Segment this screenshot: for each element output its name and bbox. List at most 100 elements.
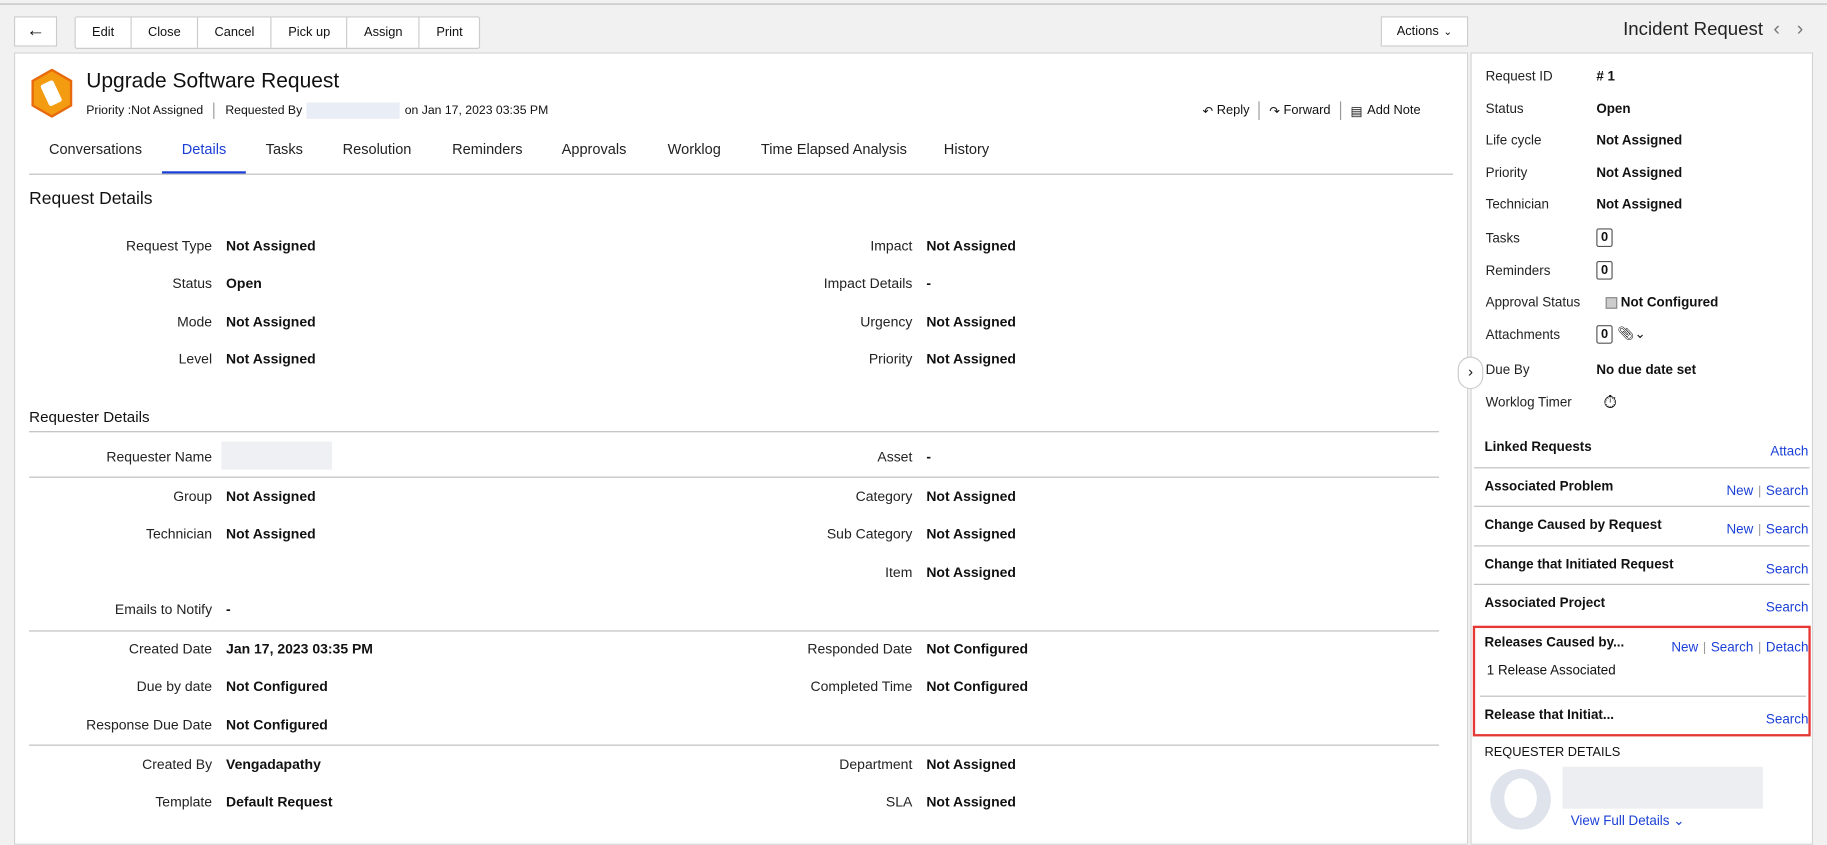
template-label: Template (155, 793, 213, 810)
tabs-divider (29, 173, 1454, 175)
technician-value: Not Assigned (226, 525, 316, 542)
sla-value: Not Assigned (926, 793, 1016, 810)
release-count[interactable]: 1 Release Associated (1486, 664, 1616, 679)
associated-project-label: Associated Project (1484, 596, 1606, 611)
action-button-group: Edit Close Cancel Pick up Assign Print (74, 16, 481, 49)
urgency-value: Not Assigned (926, 313, 1016, 330)
responded-date-label: Responded Date (807, 640, 913, 658)
approval-status-value: Not Configured (1620, 295, 1719, 310)
approval-status-label: Approval Status (1485, 295, 1581, 310)
status-label: Status (172, 274, 213, 292)
view-full-details-link[interactable]: View Full Details ⌄ (1570, 814, 1685, 829)
avatar (1490, 769, 1551, 830)
back-button[interactable]: ← (13, 16, 58, 47)
request-type-value: Not Assigned (226, 237, 316, 255)
side-status-label: Status (1485, 102, 1524, 117)
due-by-label: Due By (1485, 363, 1530, 378)
side-panel (1470, 52, 1814, 845)
prev-icon[interactable]: ‹ (1773, 17, 1781, 40)
mode-value: Not Assigned (226, 313, 316, 330)
project-search-link[interactable]: Search (1765, 601, 1809, 616)
item-label: Item (885, 563, 913, 581)
sla-label: SLA (885, 793, 913, 810)
assign-button[interactable]: Assign (348, 17, 420, 48)
technician-label: Technician (145, 525, 213, 542)
forward-link[interactable]: Forward (1283, 103, 1331, 118)
tab-resolution[interactable]: Resolution (342, 140, 412, 158)
actions-label: Actions (1396, 24, 1439, 39)
module-title: Incident Request (1623, 19, 1764, 40)
tab-conversations[interactable]: Conversations (48, 140, 143, 158)
request-type-label: Request Type (126, 237, 213, 255)
associated-problem-label: Associated Problem (1484, 480, 1614, 495)
requester-info-redacted (1562, 766, 1763, 809)
stopwatch-icon[interactable]: ⏱︎ (1603, 392, 1617, 413)
side-priority-label: Priority (1485, 166, 1528, 181)
cancel-button[interactable]: Cancel (198, 17, 272, 48)
reminders-count[interactable]: 0 (1596, 261, 1613, 280)
tab-worklog[interactable]: Worklog (667, 140, 721, 158)
divider (29, 744, 1440, 746)
view-full-details-label: View Full Details (1570, 814, 1670, 829)
change-initiated-search-link[interactable]: Search (1765, 562, 1809, 577)
priority-text: Priority :Not Assigned (86, 103, 204, 118)
response-due-date-value: Not Configured (226, 716, 328, 733)
template-value: Default Request (226, 793, 333, 810)
side-request-id-label: Request ID (1485, 69, 1553, 84)
problem-search-link[interactable]: Search (1765, 484, 1809, 499)
release-search-link[interactable]: Search (1710, 640, 1754, 655)
change-search-link[interactable]: Search (1765, 523, 1809, 538)
divider (1473, 467, 1810, 469)
request-details-heading: Request Details (29, 188, 153, 209)
created-by-label: Created By (142, 756, 213, 773)
divider (29, 431, 1440, 433)
problem-new-link[interactable]: New (1726, 484, 1754, 499)
tab-approvals[interactable]: Approvals (561, 140, 627, 158)
release-initiated-search-link[interactable]: Search (1765, 713, 1809, 728)
add-note-link[interactable]: Add Note (1367, 103, 1421, 118)
attachments-count[interactable]: 0 (1596, 325, 1613, 344)
tasks-count[interactable]: 0 (1596, 228, 1613, 248)
attachments-label: Attachments (1485, 328, 1561, 343)
priority-value: Not Assigned (926, 350, 1016, 368)
emails-to-notify-label: Emails to Notify (114, 601, 213, 618)
item-value: Not Assigned (926, 563, 1016, 581)
mode-label: Mode (177, 313, 213, 330)
change-new-link[interactable]: New (1726, 523, 1754, 538)
reply-link[interactable]: Reply (1216, 103, 1250, 118)
collapse-panel-chevron-icon[interactable]: › (1457, 356, 1484, 390)
asset-label: Asset (877, 448, 913, 465)
actions-dropdown[interactable]: Actions ⌄ (1380, 16, 1469, 47)
request-meta: Priority :Not Assigned Requested By on J… (86, 102, 549, 119)
tab-details[interactable]: Details (181, 140, 227, 158)
pick-up-button[interactable]: Pick up (272, 17, 348, 48)
divider (1473, 505, 1810, 507)
release-detach-link[interactable]: Detach (1765, 640, 1809, 655)
tab-tasks[interactable]: Tasks (265, 140, 303, 158)
department-value: Not Assigned (926, 756, 1016, 773)
attach-link[interactable]: Attach (1770, 445, 1809, 460)
tab-time-elapsed-analysis[interactable]: Time Elapsed Analysis (760, 140, 907, 158)
side-technician-value: Not Assigned (1596, 198, 1683, 213)
next-icon[interactable]: › (1796, 17, 1804, 40)
edit-button[interactable]: Edit (76, 17, 132, 48)
release-new-link[interactable]: New (1671, 640, 1699, 655)
print-button[interactable]: Print (436, 25, 463, 40)
forward-icon: ↷ (1269, 104, 1281, 119)
paperclip-icon[interactable]: 📎︎⌄ (1617, 327, 1646, 342)
releases-highlight-box (1472, 625, 1811, 737)
side-request-id-value: # 1 (1596, 69, 1615, 84)
divider (1479, 695, 1807, 697)
requested-date: on Jan 17, 2023 03:35 PM (404, 103, 549, 118)
tab-history[interactable]: History (943, 140, 990, 158)
group-value: Not Assigned (226, 488, 316, 505)
response-due-date-label: Response Due Date (86, 716, 213, 733)
change-caused-label: Change Caused by Request (1484, 518, 1662, 533)
chevron-down-icon: ⌄ (1443, 25, 1453, 37)
asset-value: - (926, 448, 931, 465)
category-label: Category (855, 488, 913, 505)
tab-reminders[interactable]: Reminders (452, 140, 523, 158)
requester-details-heading: Requester Details (29, 407, 150, 426)
releases-caused-label: Releases Caused by... (1484, 636, 1625, 651)
close-button[interactable]: Close (132, 17, 199, 48)
